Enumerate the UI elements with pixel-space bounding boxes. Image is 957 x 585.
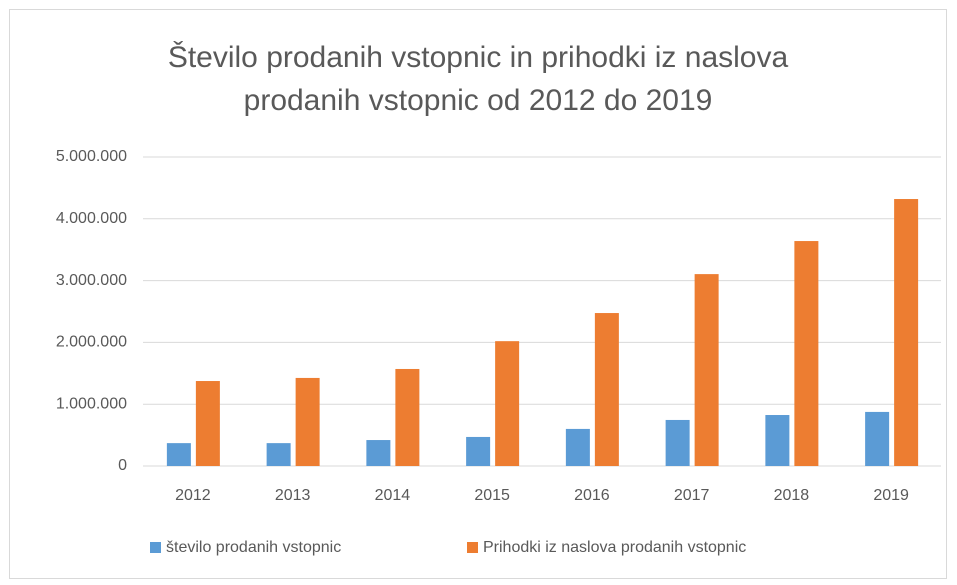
bar: [366, 440, 391, 466]
bar: [665, 419, 690, 466]
x-tick-label: 2012: [175, 487, 211, 504]
legend-label: število prodanih vstopnic: [166, 539, 341, 556]
x-tick-label: 2017: [674, 487, 710, 504]
y-tick-label: 0: [118, 457, 127, 474]
bar: [195, 381, 220, 466]
legend-swatch: [150, 542, 161, 553]
bar: [594, 313, 619, 466]
y-tick-label: 5.000.000: [56, 148, 127, 165]
x-tick-label: 2018: [774, 487, 810, 504]
x-tick-label: 2015: [474, 487, 510, 504]
y-tick-label: 1.000.000: [56, 395, 127, 412]
bar: [694, 274, 719, 466]
bar: [865, 411, 890, 466]
chart-title: Število prodanih vstopnic in prihodki iz…: [167, 41, 789, 117]
y-tick-label: 4.000.000: [56, 210, 127, 227]
bar: [295, 377, 320, 466]
bar: [565, 428, 590, 466]
chart-frame: [9, 9, 947, 579]
bar: [395, 368, 420, 466]
bar: [466, 436, 491, 466]
x-tick-label: 2016: [574, 487, 610, 504]
bar: [894, 199, 919, 467]
y-tick-label: 2.000.000: [56, 334, 127, 351]
x-tick-label: 2013: [275, 487, 311, 504]
bar: [166, 443, 191, 466]
x-tick-label: 2019: [873, 487, 909, 504]
bar: [794, 241, 819, 466]
y-tick-label: 3.000.000: [56, 272, 127, 289]
legend-label: Prihodki iz naslova prodanih vstopnic: [483, 539, 746, 556]
bar: [765, 415, 790, 466]
bar: [266, 443, 291, 466]
legend-swatch: [467, 542, 478, 553]
x-tick-label: 2014: [375, 487, 411, 504]
bar: [495, 341, 520, 466]
